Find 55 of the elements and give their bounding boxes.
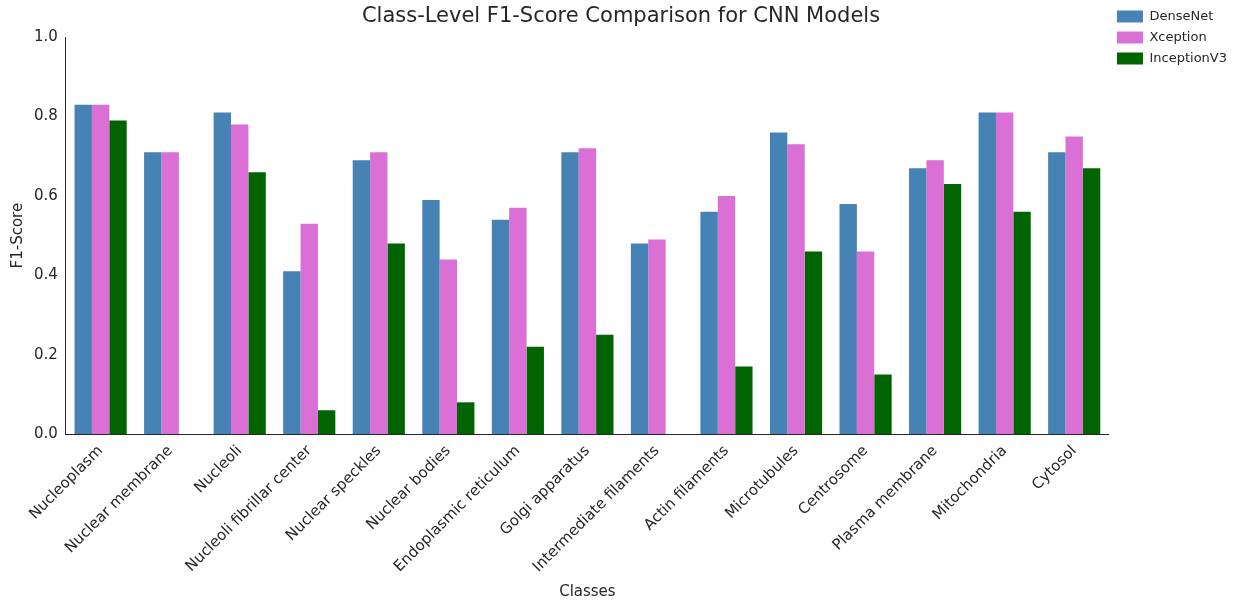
bar xyxy=(91,104,110,435)
bar xyxy=(1048,152,1066,435)
bar xyxy=(735,366,753,435)
bar xyxy=(700,211,718,435)
bar xyxy=(630,243,649,435)
bar xyxy=(874,374,892,435)
bar xyxy=(717,195,736,435)
legend-label: DenseNet xyxy=(1149,7,1214,23)
legend-label: Xception xyxy=(1149,28,1207,44)
bar xyxy=(995,112,1014,435)
y-tick-label: 0.4 xyxy=(34,265,58,284)
bar xyxy=(491,219,510,435)
y-tick-label: 1.0 xyxy=(34,27,58,46)
bar xyxy=(648,239,666,435)
bar xyxy=(839,203,857,435)
bar xyxy=(769,132,788,435)
bar xyxy=(248,172,266,435)
bar xyxy=(856,251,875,435)
legend-label: InceptionV3 xyxy=(1149,49,1228,65)
x-axis-title: Classes xyxy=(559,581,616,600)
bar xyxy=(561,152,579,435)
bar xyxy=(161,152,179,435)
bar xyxy=(144,152,162,435)
bar xyxy=(300,223,318,435)
y-tick-label: 0.0 xyxy=(34,423,58,442)
bar xyxy=(352,160,371,435)
bar xyxy=(509,207,527,435)
bar xyxy=(596,334,614,435)
bar xyxy=(1013,211,1031,435)
bar xyxy=(909,168,927,435)
bar xyxy=(457,402,475,435)
bar xyxy=(74,104,92,435)
bar xyxy=(804,251,823,435)
bar xyxy=(787,144,805,435)
y-tick-label: 0.6 xyxy=(34,185,58,204)
y-tick-label: 0.8 xyxy=(34,106,58,125)
bar xyxy=(926,160,944,435)
bar xyxy=(978,112,996,435)
bar xyxy=(439,259,458,435)
bar xyxy=(109,120,127,435)
bar xyxy=(1065,136,1083,435)
y-tick-label: 0.2 xyxy=(34,344,58,363)
bar xyxy=(578,148,597,435)
bar xyxy=(1082,168,1101,435)
bar xyxy=(213,112,232,435)
chart-title: Class-Level F1-Score Comparison for CNN Models xyxy=(361,3,881,28)
bar xyxy=(231,124,249,435)
bar xyxy=(943,184,962,435)
bar xyxy=(283,271,301,435)
bar xyxy=(370,152,388,435)
bar xyxy=(317,410,336,435)
bar xyxy=(422,199,440,435)
y-axis-title: F1-Score xyxy=(7,202,26,269)
bar xyxy=(387,243,405,435)
bar xyxy=(526,346,544,435)
